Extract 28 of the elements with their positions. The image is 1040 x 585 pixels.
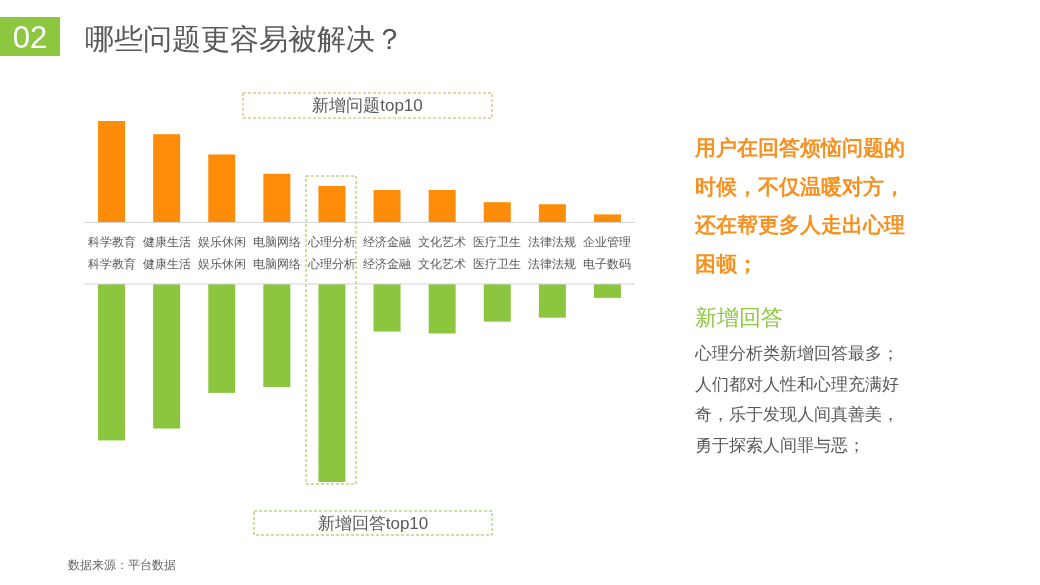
text: 心理分析类新增回答最多；人们都对人性和心理充满好奇，乐于发现人间真善美，勇于探索人间罪与恶； (695, 343, 900, 457)
x-tick-label: 健康生活 (142, 235, 191, 248)
x-tick-label: 电脑网络 (252, 257, 301, 270)
x-tick-label: 经济金融 (363, 257, 412, 270)
x-tick-label: 科学教育 (87, 235, 136, 248)
x-tick-label: 法律法规 (528, 236, 577, 248)
x-tick-label: 心理分析 (306, 235, 356, 248)
x-tick-label: 健康生活 (142, 257, 191, 270)
x-tick-label: 娱乐休闲 (197, 236, 246, 248)
text: 新增回答top10 (317, 513, 429, 533)
text: 新增回答 (695, 304, 784, 332)
chart-title: 新增问题top10 (312, 96, 423, 115)
x-tick-label: 电子数码 (583, 258, 632, 270)
text: 02 (12, 19, 48, 55)
text: 用户在回答烦恼问题的时候，不仅温暖对方，还在帮更多人走出心理困顿； (695, 135, 906, 277)
x-tick-label: 经济金融 (363, 235, 412, 248)
x-tick-label: 电脑网络 (252, 235, 301, 248)
x-tick-label: 医疗卫生 (473, 258, 522, 270)
x-tick-label: 科学教育 (87, 257, 136, 270)
x-tick-label: 文化艺术 (418, 257, 467, 270)
text: 哪些问题更容易被解决？ (85, 23, 404, 55)
x-tick-label: 心理分析 (306, 257, 356, 270)
x-tick-label: 娱乐休闲 (197, 258, 246, 270)
source-note: 数据来源：平台数据 (68, 558, 176, 572)
x-tick-label: 文化艺术 (418, 235, 467, 248)
x-tick-label: 医疗卫生 (473, 236, 522, 248)
x-tick-label: 企业管理 (583, 236, 632, 248)
x-tick-label: 法律法规 (528, 258, 577, 270)
